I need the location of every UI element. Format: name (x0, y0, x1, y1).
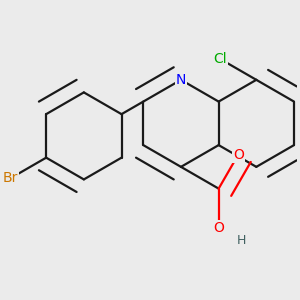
Text: Cl: Cl (214, 52, 227, 66)
Text: O: O (233, 148, 244, 162)
Text: Br: Br (3, 171, 18, 185)
Text: O: O (213, 221, 224, 235)
Text: H: H (237, 234, 246, 247)
Text: N: N (176, 73, 186, 87)
